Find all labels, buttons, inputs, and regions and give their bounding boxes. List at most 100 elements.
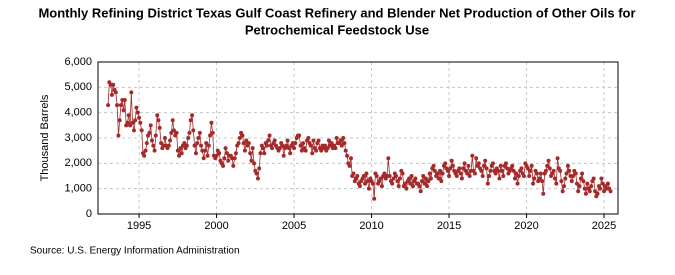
data-point (224, 151, 229, 156)
data-point (281, 153, 286, 158)
data-point (196, 136, 201, 140)
data-point (242, 148, 247, 153)
data-point (390, 181, 395, 186)
data-point (454, 174, 459, 178)
data-point (116, 133, 121, 138)
data-point (137, 115, 142, 120)
data-point (280, 143, 285, 148)
data-point (299, 148, 304, 153)
data-point (144, 141, 149, 146)
data-point (134, 105, 139, 110)
x-tick-label: 2010 (359, 220, 383, 232)
data-point (428, 176, 433, 181)
data-point (436, 176, 441, 181)
data-point (249, 158, 254, 163)
y-tick-label: 0 (86, 208, 92, 220)
data-point (394, 174, 399, 178)
data-point (519, 166, 524, 171)
data-point (431, 163, 436, 168)
data-point (545, 163, 550, 168)
data-point (407, 176, 412, 181)
data-point (209, 120, 214, 125)
y-tick-label: 3,000 (64, 132, 92, 144)
data-point (577, 184, 582, 189)
data-point (270, 146, 275, 151)
data-point (345, 153, 350, 158)
data-point (231, 163, 236, 168)
data-point (440, 171, 445, 176)
data-point (538, 171, 543, 176)
data-point (382, 171, 387, 176)
data-point (355, 174, 360, 178)
data-point (118, 103, 123, 108)
data-point (195, 141, 200, 146)
data-point (404, 186, 409, 191)
data-point (564, 171, 569, 176)
data-point (266, 138, 271, 143)
data-point (466, 163, 471, 168)
x-tick-label: 2000 (204, 220, 228, 232)
data-point (214, 153, 219, 158)
data-point (511, 168, 516, 173)
data-point (135, 110, 140, 115)
data-point (438, 168, 443, 173)
data-point (217, 151, 222, 156)
data-point (262, 151, 267, 156)
data-point (587, 189, 592, 194)
data-point (551, 168, 556, 173)
data-point (476, 161, 481, 166)
data-point (314, 148, 319, 153)
data-point (298, 143, 303, 148)
data-point (149, 138, 154, 143)
data-point (205, 153, 210, 158)
chart-title: Monthly Refining District Texas Gulf Coa… (38, 5, 635, 20)
data-point (497, 176, 502, 181)
data-point (115, 103, 120, 108)
data-point (258, 151, 263, 156)
data-point (206, 143, 211, 148)
data-point (151, 143, 156, 148)
data-point (459, 176, 464, 181)
data-point (481, 163, 486, 168)
data-point (589, 184, 594, 189)
data-point (246, 141, 251, 146)
data-point (221, 163, 226, 168)
data-point (169, 130, 174, 135)
chart-title: Petrochemical Feedstock Use (245, 22, 429, 37)
data-point (201, 156, 206, 161)
data-point (449, 158, 454, 163)
data-point (498, 163, 503, 168)
data-point (334, 136, 339, 140)
data-point (177, 153, 182, 158)
data-point (445, 168, 450, 173)
data-point (361, 174, 366, 178)
data-point (413, 176, 418, 181)
data-point (602, 189, 607, 194)
data-point (316, 138, 321, 143)
data-point (485, 181, 490, 186)
data-point (113, 90, 118, 95)
data-point (237, 136, 242, 140)
data-point (500, 168, 505, 173)
data-point (397, 176, 402, 181)
data-point (540, 179, 545, 184)
data-point (226, 158, 231, 163)
data-point (264, 143, 269, 148)
data-point (197, 130, 202, 135)
data-point (338, 138, 343, 143)
data-point (608, 189, 613, 194)
data-point (581, 179, 586, 184)
y-tick-label: 2,000 (64, 157, 92, 169)
data-point (284, 143, 289, 148)
data-point (565, 163, 570, 168)
data-point (233, 151, 238, 156)
data-point (547, 166, 552, 171)
data-point (403, 181, 408, 186)
data-point (537, 176, 542, 181)
data-point (578, 176, 583, 181)
data-point (293, 141, 298, 146)
data-point (187, 130, 192, 135)
data-point (400, 171, 405, 176)
data-point (458, 171, 463, 176)
data-point (600, 181, 605, 186)
